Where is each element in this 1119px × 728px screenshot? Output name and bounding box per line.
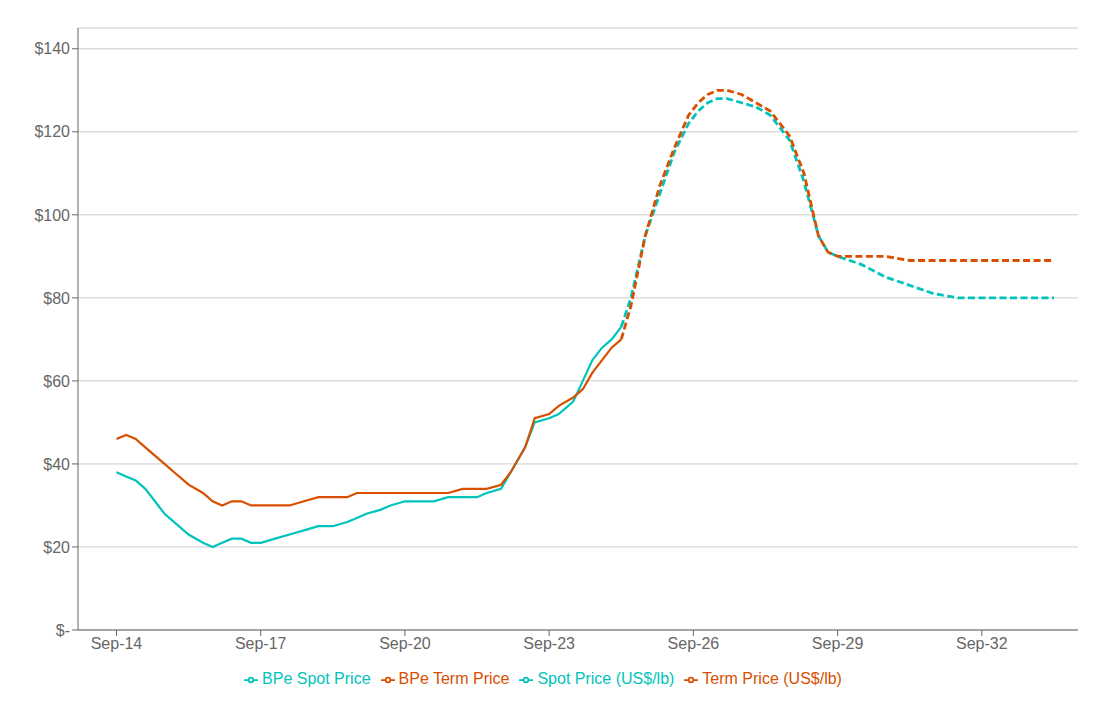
svg-text:Sep-14: Sep-14 <box>91 635 143 652</box>
svg-text:$-: $- <box>56 622 70 639</box>
svg-text:$100: $100 <box>34 207 70 224</box>
html-text:BPe Spot Price: BPe Spot Price <box>262 670 371 687</box>
html-text:Spot Price (US$/lb): Spot Price (US$/lb) <box>537 670 675 687</box>
svg-text:$140: $140 <box>34 40 70 57</box>
html-text:Term Price (US$/lb): Term Price (US$/lb) <box>702 670 842 687</box>
svg-text:$40: $40 <box>43 456 70 473</box>
svg-text:Sep-29: Sep-29 <box>812 635 864 652</box>
svg-text:$80: $80 <box>43 290 70 307</box>
svg-text:$120: $120 <box>34 123 70 140</box>
svg-text:Sep-23: Sep-23 <box>523 635 575 652</box>
svg-text:Sep-17: Sep-17 <box>235 635 287 652</box>
svg-text:Sep-26: Sep-26 <box>668 635 720 652</box>
svg-text:Sep-20: Sep-20 <box>379 635 431 652</box>
svg-text:$60: $60 <box>43 373 70 390</box>
html-text:BPe Term Price: BPe Term Price <box>398 670 510 687</box>
svg-text:$20: $20 <box>43 539 70 556</box>
svg-text:Sep-32: Sep-32 <box>956 635 1008 652</box>
